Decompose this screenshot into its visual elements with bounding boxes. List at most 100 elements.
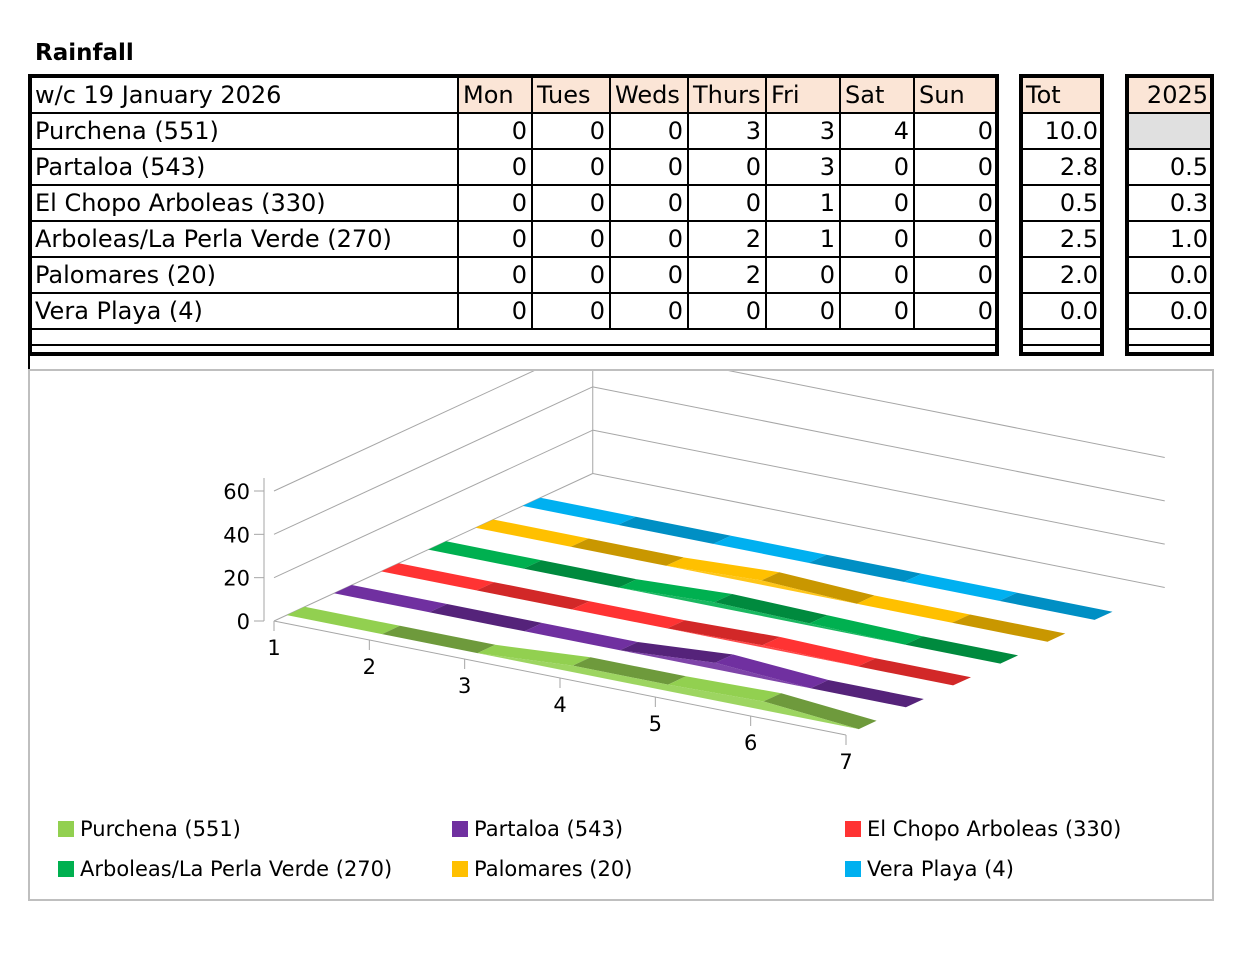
legend-label: Partaloa (543) <box>474 817 624 841</box>
series-band-4 <box>714 594 828 624</box>
tot-row: 2.5 <box>1020 220 1104 258</box>
rain-value: 0 <box>839 148 915 186</box>
rain-value: 0 <box>457 112 533 150</box>
prev-year-value: 0.5 <box>1126 148 1214 186</box>
rain-value: 0 <box>765 256 841 294</box>
rain-value: 0 <box>457 256 533 294</box>
y-tick-label: 0 <box>237 610 250 634</box>
rain-value: 0 <box>609 184 689 222</box>
location-name: Partaloa (543) <box>29 148 459 186</box>
table-bottom-row <box>1126 328 1214 346</box>
prev-year-value <box>1126 112 1214 150</box>
legend-item: Vera Playa (4) <box>845 857 1014 881</box>
rain-value: 0 <box>913 220 999 258</box>
rain-value: 0 <box>457 220 533 258</box>
x-tick-label: 1 <box>267 636 280 660</box>
legend-label: Vera Playa (4) <box>867 857 1014 881</box>
rainfall-table: w/c 19 January 2026 Mon Tues Weds Thurs Fri Sa… <box>29 76 999 346</box>
prev-header-row: 2025 <box>1126 76 1214 114</box>
series-band-5 <box>856 595 970 623</box>
rain-value: 1 <box>765 184 841 222</box>
tot-row: 2.0 <box>1020 256 1104 294</box>
page-title: Rainfall <box>35 40 134 66</box>
tot-value: 2.8 <box>1020 148 1104 186</box>
rain-value: 0 <box>687 148 767 186</box>
rain-value: 3 <box>765 148 841 186</box>
legend-label: El Chopo Arboleas (330) <box>867 817 1122 841</box>
rain-value: 0 <box>531 292 611 330</box>
series-band-4 <box>428 541 542 569</box>
rain-value: 0 <box>687 184 767 222</box>
rain-value: 0 <box>913 184 999 222</box>
rain-value: 2 <box>687 256 767 294</box>
prev-row: 0.0 <box>1126 292 1214 330</box>
legend-swatch <box>452 861 468 877</box>
table-row: El Chopo Arboleas (330) 0 0 0 0 1 0 0 <box>29 184 999 222</box>
rain-value: 0 <box>913 256 999 294</box>
series-band-6 <box>904 573 1018 601</box>
tot-value: 10.0 <box>1020 112 1104 150</box>
rain-value: 0 <box>609 220 689 258</box>
legend-label: Purchena (551) <box>80 817 241 841</box>
rain-value: 0 <box>839 220 915 258</box>
bottom-cell <box>29 328 999 346</box>
rain-value: 0 <box>609 292 689 330</box>
series-band-3 <box>762 637 876 667</box>
series-band-2 <box>715 654 829 689</box>
series-band-5 <box>570 538 684 566</box>
rain-value: 0 <box>457 184 533 222</box>
location-name: Palomares (20) <box>29 256 459 294</box>
rain-value: 4 <box>839 112 915 150</box>
table-row: Vera Playa (4) 0 0 0 0 0 0 0 <box>29 292 999 330</box>
rain-value: 0 <box>609 112 689 150</box>
rain-value: 0 <box>913 148 999 186</box>
series-band-5 <box>666 557 780 581</box>
legend-item: Purchena (551) <box>58 817 241 841</box>
legend-item: Arboleas/La Perla Verde (270) <box>58 857 392 881</box>
legend-swatch <box>58 821 74 837</box>
chart-area: 0 20 40 60 1 2 3 4 5 6 7 Purchena (551) Partaloa (5… <box>28 330 1214 901</box>
rain-value: 0 <box>457 292 533 330</box>
series-band-1 <box>286 606 400 635</box>
side-wall-gridline <box>273 343 593 492</box>
day-header-sat: Sat <box>839 76 915 114</box>
side-wall-gridline <box>273 429 593 579</box>
tot-value: 0.0 <box>1020 292 1104 330</box>
legend-swatch <box>452 821 468 837</box>
rain-value: 3 <box>687 112 767 150</box>
day-header-weds: Weds <box>609 76 689 114</box>
series-band-1 <box>668 676 782 702</box>
series-area-5 <box>475 527 1048 642</box>
rain-value: 0 <box>609 256 689 294</box>
tot-row: 2.8 <box>1020 148 1104 186</box>
series-area-4 <box>428 549 1001 664</box>
bottom-cell <box>1020 328 1104 346</box>
y-tick-label: 20 <box>223 567 250 591</box>
y-tick-label: 40 <box>223 523 250 547</box>
series-band-3 <box>476 582 590 610</box>
prev-year-value: 1.0 <box>1126 220 1214 258</box>
tot-row: 0.5 <box>1020 184 1104 222</box>
table-header-row: w/c 19 January 2026 Mon Tues Weds Thurs Fri Sa… <box>29 76 999 114</box>
rain-value: 0 <box>913 292 999 330</box>
rain-value: 0 <box>687 292 767 330</box>
bottom-cell <box>1126 328 1214 346</box>
x-tick-label: 4 <box>553 693 566 717</box>
rain-value: 0 <box>531 220 611 258</box>
back-wall-gridline <box>592 343 1165 458</box>
tot-value: 2.0 <box>1020 256 1104 294</box>
series-band-4 <box>904 636 1019 664</box>
day-header-fri: Fri <box>765 76 841 114</box>
legend-item: El Chopo Arboleas (330) <box>845 817 1121 841</box>
series-band-2 <box>619 642 734 663</box>
day-header-thurs: Thurs <box>687 76 767 114</box>
week-label: w/c 19 January 2026 <box>29 76 459 114</box>
table-bottom-row <box>1020 328 1104 346</box>
series-band-2 <box>810 680 924 708</box>
series-band-1 <box>572 657 686 685</box>
prev-row: 0.3 <box>1126 184 1214 222</box>
series-band-1 <box>763 693 877 730</box>
y-tick-label: 60 <box>223 480 250 504</box>
rain-value: 0 <box>913 112 999 150</box>
series-band-4 <box>523 560 637 588</box>
